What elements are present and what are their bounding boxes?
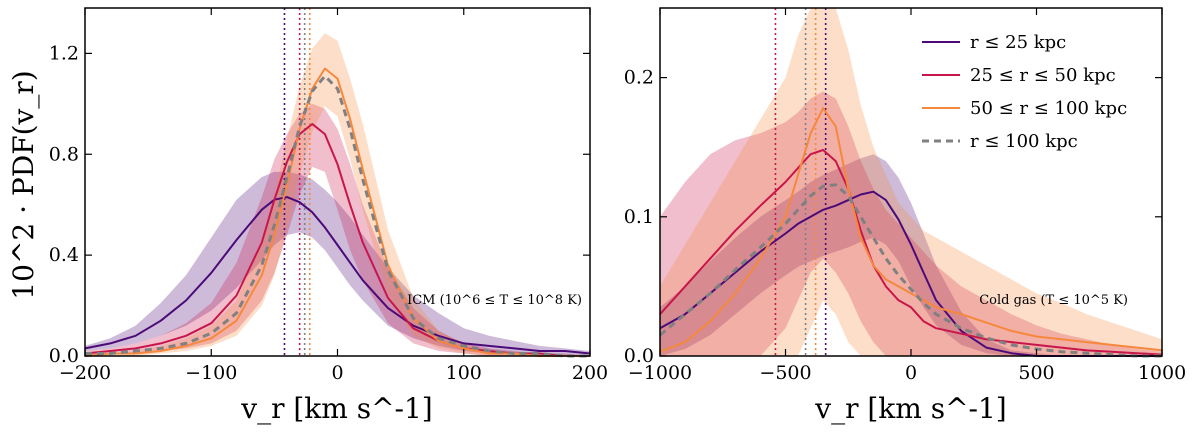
legend: r ≤ 25 kpc 25 ≤ r ≤ 50 kpc 50 ≤ r ≤ 100 kp… (922, 32, 1127, 152)
left-x-tick-label: 100 (446, 362, 482, 384)
left-uncertainty-bands (85, 33, 590, 356)
right-band-25-r-50-kpc (660, 91, 1162, 356)
left-x-tick-label: −100 (185, 362, 237, 384)
left-band-25-r-50-kpc (85, 103, 590, 356)
left-panel: −200 −100 0 100 200 0.0 0.4 0.8 1.2 ICM (10^6 ≤ … (49, 7, 608, 425)
right-x-axis-label: v_r [km s^-1] (814, 392, 1006, 425)
right-y-tick-label: 0.0 (624, 345, 654, 367)
y-axis-label: 10^2 · PDF(v_r) (7, 70, 40, 299)
legend-label-25-r-50-kpc: 25 ≤ r ≤ 50 kpc (970, 65, 1116, 86)
right-y-tick-label: 0.1 (624, 206, 654, 228)
left-series-lines (84, 67, 591, 358)
left-y-tick-label: 0.4 (49, 244, 79, 266)
right-annotation: Cold gas (T ≤ 10^5 K) (979, 293, 1128, 308)
left-line-50-r-100-kpc (84, 67, 590, 357)
right-line-50-r-100-kpc (659, 107, 1163, 353)
right-x-tick-label: −1000 (628, 362, 692, 384)
legend-label-50-r-100-kpc: 50 ≤ r ≤ 100 kpc (970, 98, 1127, 119)
right-y-tick-label: 0.2 (624, 67, 654, 89)
right-line-25-r-50-kpc (659, 149, 1163, 356)
left-x-tick-label: 200 (572, 362, 608, 384)
left-x-tick-label: 0 (331, 362, 343, 384)
left-band-r-25-kpc (85, 171, 590, 356)
left-line-r-100-kpc (85, 74, 590, 358)
left-x-tick-label: −200 (59, 362, 111, 384)
left-y-tick-label: 0.8 (49, 143, 79, 165)
right-band-50-r-100-kpc (660, 8, 1162, 356)
legend-label-r-25-kpc: r ≤ 25 kpc (970, 32, 1066, 53)
left-y-tick-label: 0.0 (49, 345, 79, 367)
right-line-r-100-kpc (659, 183, 1162, 358)
left-ticks: −200 −100 0 100 200 0.0 0.4 0.8 1.2 (49, 8, 608, 384)
right-median-lines (774, 8, 827, 356)
right-x-tick-label: 500 (1018, 362, 1054, 384)
right-band-r-25-kpc (660, 154, 1162, 356)
left-line-r-25-kpc (84, 196, 591, 355)
left-x-axis-label: v_r [km s^-1] (240, 392, 432, 425)
right-uncertainty-bands (660, 8, 1162, 356)
left-annotation: ICM (10^6 ≤ T ≤ 10^8 K) (407, 293, 582, 308)
left-y-tick-label: 1.2 (49, 42, 79, 64)
right-x-tick-label: 1000 (1138, 362, 1186, 384)
right-panel: −1000 −500 0 500 1000 0.0 0.1 0.2 Cold gas (T ≤… (624, 7, 1186, 425)
right-x-tick-label: −500 (759, 362, 811, 384)
right-x-tick-label: 0 (905, 362, 917, 384)
left-band-50-r-100-kpc (85, 33, 590, 356)
left-median-lines (283, 8, 311, 356)
legend-label-r-100-kpc: r ≤ 100 kpc (970, 131, 1078, 152)
right-ticks: −1000 −500 0 500 1000 0.0 0.1 0.2 (624, 8, 1186, 384)
